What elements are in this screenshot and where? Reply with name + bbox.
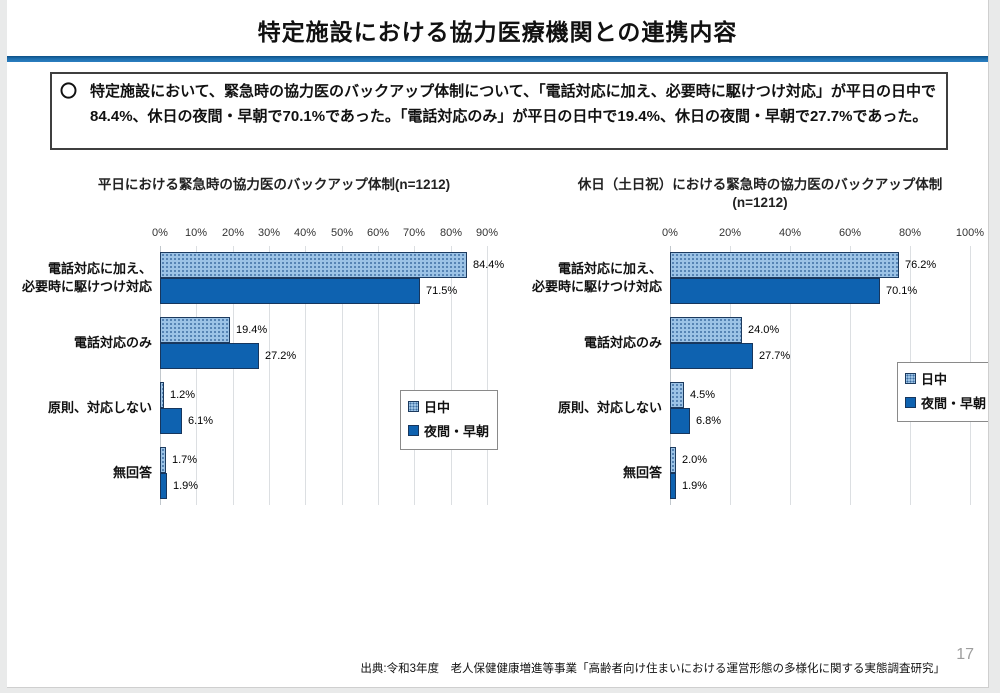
chart-0-tick-40%: 40% [293,227,317,239]
chart-1-bar-日中-0 [670,252,899,278]
chart-1-legend: 日中 夜間・早朝 [897,362,988,422]
chart-0-gridline-60% [378,246,379,505]
summary-box: 〇 特定施設において、緊急時の協力医のバックアップ体制について、「電話対応に加え… [50,72,948,150]
chart-1-tick-100%: 100% [955,227,985,239]
legend-label: 日中 [424,400,451,415]
chart-1-gridline-60% [850,246,851,505]
page-number: 17 [956,646,974,663]
chart-0-gridline-20% [233,246,234,505]
charts-layer: 平日における緊急時の協力医のバックアップ体制(n=1212) 0% 10% 20% 30… [7,0,988,687]
chart-1-value-label-夜間・早朝-0: 70.1% [886,285,918,297]
chart-1-bar-夜間・早朝-1 [670,343,753,369]
chart-1-bar-夜間・早朝-2 [670,408,690,434]
daytime-legend-swatch-icon [905,373,916,384]
chart-0-value-label-日中-0: 84.4% [473,259,505,271]
legend-label: 夜間・早朝 [424,424,490,439]
chart-1-category-label-0: 電話対応に加え、 必要時に駆けつけ対応 [531,261,662,294]
summary-text: 特定施設において、緊急時の協力医のバックアップ体制について、「電話対応に加え、必… [90,83,936,125]
chart-0-legend-item-日中: 日中 [408,397,489,416]
chart-1-tick-60%: 60% [838,227,862,239]
chart-0-gridline-30% [269,246,270,505]
chart-0-tick-90%: 90% [475,227,499,239]
chart-1-legend-item-日中: 日中 [905,369,986,388]
chart-0-bar-日中-3 [160,447,166,473]
chart-1-category-label-2: 原則、対応しない [557,400,662,415]
chart-0-tick-10%: 10% [184,227,208,239]
chart-0-bar-夜間・早朝-0 [160,278,420,304]
chart-1-value-label-日中-1: 24.0% [748,324,780,336]
chart-1-value-label-夜間・早朝-2: 6.8% [696,415,722,427]
chart-0-bar-日中-1 [160,317,230,343]
chart-0-gridline-50% [342,246,343,505]
chart-0-tick-80%: 80% [439,227,463,239]
daytime-legend-swatch-icon [408,401,419,412]
night-legend-swatch-icon [905,397,916,408]
chart-1-category-label-3: 無回答 [622,465,662,480]
chart-1-value-label-夜間・早朝-3: 1.9% [682,480,708,492]
chart-1-gridline-40% [790,246,791,505]
chart-0-value-label-夜間・早朝-0: 71.5% [426,285,458,297]
chart-0-bar-日中-0 [160,252,467,278]
chart-0-bar-日中-2 [160,382,164,408]
chart-0-legend-item-夜間・早朝: 夜間・早朝 [408,421,489,440]
chart-0-value-label-日中-3: 1.7% [172,454,198,466]
page-title: 特定施設における協力医療機関との連携内容 [257,19,738,45]
chart-0-value-label-夜間・早朝-3: 1.9% [173,480,199,492]
legend-label: 日中 [921,372,948,387]
chart-1-gridline-0% [670,246,671,505]
chart-0-title: 平日における緊急時の協力医のバックアップ体制(n=1212) [97,177,451,192]
chart-1-bar-夜間・早朝-0 [670,278,880,304]
chart-1-tick-0%: 0% [662,227,678,239]
chart-0-bar-夜間・早朝-2 [160,408,182,434]
chart-0-gridline-90% [487,246,488,505]
chart-1-tick-40%: 40% [778,227,802,239]
chart-0-category-label-3: 無回答 [112,465,152,480]
chart-1-tick-20%: 20% [718,227,742,239]
chart-0-gridline-70% [414,246,415,505]
chart-0-tick-20%: 20% [221,227,245,239]
chart-0-tick-0%: 0% [152,227,168,239]
chart-1-bar-夜間・早朝-3 [670,473,676,499]
chart-0-value-label-日中-1: 19.4% [236,324,268,336]
chart-1-tick-80%: 80% [898,227,922,239]
chart-0-value-label-夜間・早朝-1: 27.2% [265,350,297,362]
slide-page: 特定施設における協力医療機関との連携内容 〇 特定施設において、緊急時の協力医の… [7,0,989,688]
chart-1-value-label-夜間・早朝-1: 27.7% [759,350,791,362]
chart-0-value-label-夜間・早朝-2: 6.1% [188,415,214,427]
chart-1-gridline-20% [730,246,731,505]
title-underline-rule [7,56,988,62]
chart-1-bar-日中-1 [670,317,742,343]
chart-1-bar-日中-3 [670,447,676,473]
chart-0-bar-夜間・早朝-1 [160,343,259,369]
chart-0-tick-30%: 30% [257,227,281,239]
chart-0-bar-夜間・早朝-3 [160,473,167,499]
night-legend-swatch-icon [408,425,419,436]
chart-1-bar-日中-2 [670,382,684,408]
chart-1-value-label-日中-3: 2.0% [682,454,708,466]
source-citation: 出典:令和3年度 老人保健健康増進等事業「高齢者向け住まいにおける運営形態の多様… [360,663,945,675]
chart-0-tick-60%: 60% [366,227,390,239]
chart-0-gridline-0% [160,246,161,505]
chart-0-category-label-2: 原則、対応しない [47,400,152,415]
chart-1-value-label-日中-0: 76.2% [905,259,937,271]
chart-1-value-label-日中-2: 4.5% [690,389,716,401]
chart-0-gridline-10% [196,246,197,505]
chart-1-subtitle: (n=1212) [732,195,788,210]
chart-0-value-label-日中-2: 1.2% [170,389,196,401]
chart-0-gridline-80% [451,246,452,505]
chart-0-category-label-0: 電話対応に加え、 必要時に駆けつけ対応 [21,261,152,294]
chart-0-gridline-40% [305,246,306,505]
chart-0-tick-50%: 50% [330,227,354,239]
chart-1-legend-item-夜間・早朝: 夜間・早朝 [905,393,986,412]
chart-0-legend: 日中 夜間・早朝 [400,390,499,450]
chart-1-title: 休日（土日祝）における緊急時の協力医のバックアップ体制 (n=1212) [530,176,988,212]
chart-1-category-label-1: 電話対応のみ [583,335,662,350]
summary-bullet-icon: 〇 [60,82,77,101]
chart-0-category-label-1: 電話対応のみ [73,335,152,350]
legend-label: 夜間・早朝 [921,396,987,411]
chart-0-tick-70%: 70% [402,227,426,239]
